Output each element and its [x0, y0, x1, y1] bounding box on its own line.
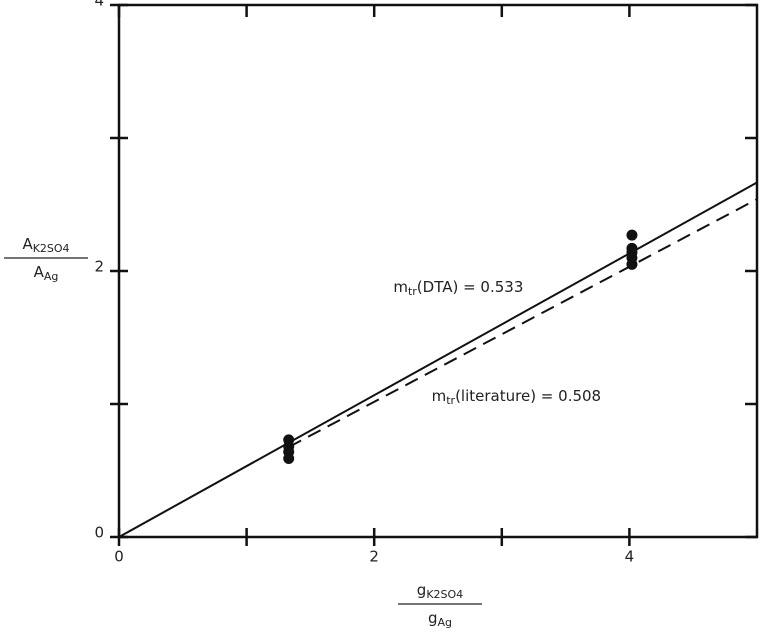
y-axis-label-denominator: AAg — [34, 263, 59, 284]
y-tick-label: 4 — [94, 0, 104, 10]
annotation-text: (DTA) = 0.533 — [417, 277, 524, 295]
y-axis-label-subscript: K2SO4 — [33, 242, 70, 255]
x-axis-label-subscript: K2SO4 — [426, 588, 463, 601]
data-point — [626, 258, 638, 270]
x-axis-label-numerator: gK2SO4 — [417, 581, 463, 602]
y-tick-label: 0 — [94, 524, 104, 542]
x-axis-label-symbol: g — [428, 609, 438, 627]
x-axis-label-symbol: g — [417, 581, 427, 599]
y-axis-label-symbol: A — [22, 235, 33, 253]
y-axis-label-symbol: A — [34, 263, 45, 281]
x-tick-label: 4 — [625, 548, 635, 566]
annotation: mtr(literature) = 0.508 — [432, 387, 601, 408]
annotation-subscript: tr — [446, 394, 455, 407]
data-point — [626, 229, 638, 241]
annotation: mtr(DTA) = 0.533 — [393, 277, 523, 298]
plot-frame — [117, 3, 759, 539]
annotation-subscript: tr — [408, 285, 417, 298]
x-tick-label: 0 — [114, 548, 124, 566]
x-axis-label-subscript: Ag — [438, 616, 453, 629]
fit-line — [118, 181, 758, 538]
x-axis-label-denominator: gAg — [428, 609, 452, 630]
x-tick-label: 2 — [369, 548, 379, 566]
data-point — [283, 453, 295, 465]
y-axis-label-numerator: AK2SO4 — [22, 235, 69, 256]
annotation-symbol: m — [393, 277, 408, 295]
y-tick-label: 2 — [94, 258, 104, 276]
y-axis-label-subscript: Ag — [44, 270, 59, 283]
fit-line — [288, 198, 758, 448]
annotation-symbol: m — [432, 387, 447, 405]
annotation-text: (literature) = 0.508 — [455, 387, 601, 405]
